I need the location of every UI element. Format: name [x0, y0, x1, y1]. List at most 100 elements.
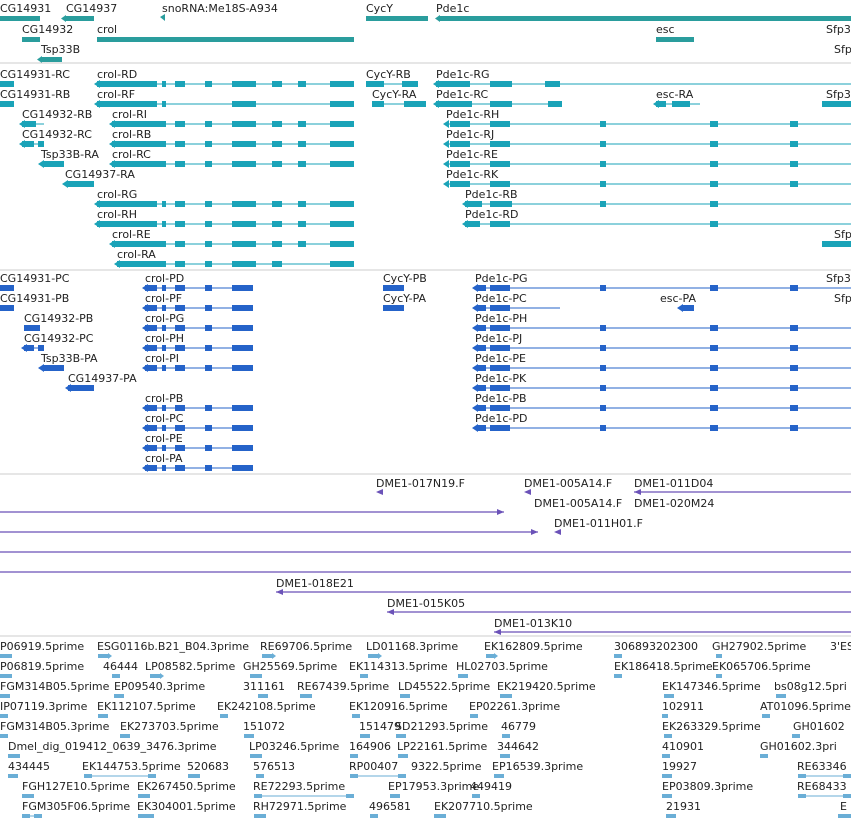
transcript-model[interactable]: [366, 81, 418, 87]
est-feature[interactable]: [370, 814, 378, 818]
snorna-glyph[interactable]: [160, 14, 165, 21]
est-feature[interactable]: [300, 694, 312, 698]
transcript-model[interactable]: [94, 220, 354, 228]
transcript-model[interactable]: [38, 160, 64, 168]
transcript-model[interactable]: [109, 120, 354, 128]
est-feature[interactable]: [220, 714, 228, 718]
transcript-model[interactable]: [472, 284, 851, 292]
est-feature[interactable]: [138, 794, 150, 798]
est-feature[interactable]: [760, 754, 768, 758]
transcript-model[interactable]: [142, 444, 253, 452]
feature-glyph[interactable]: [435, 15, 851, 22]
transcript-model[interactable]: [472, 404, 851, 412]
transcript-model[interactable]: [383, 285, 404, 291]
est-feature[interactable]: [664, 734, 672, 738]
transcript-model[interactable]: [24, 325, 40, 331]
est-feature[interactable]: [798, 794, 851, 798]
feature-glyph[interactable]: [97, 37, 354, 42]
transcript-model[interactable]: [142, 284, 253, 292]
est-feature[interactable]: [22, 814, 42, 818]
est-feature[interactable]: [0, 694, 10, 698]
transcript-model[interactable]: [472, 304, 560, 312]
transcript-model[interactable]: [433, 100, 562, 108]
est-feature[interactable]: [360, 674, 368, 678]
transcript-model[interactable]: [142, 364, 253, 372]
est-feature[interactable]: [352, 714, 360, 718]
est-feature[interactable]: [776, 694, 786, 698]
est-feature[interactable]: [250, 674, 262, 678]
est-feature[interactable]: [716, 674, 722, 678]
transcript-model[interactable]: [142, 344, 253, 352]
transcript-model[interactable]: [653, 100, 700, 108]
clone-feature[interactable]: [276, 589, 851, 595]
feature-glyph[interactable]: [0, 16, 40, 21]
est-feature[interactable]: [368, 653, 382, 659]
est-feature[interactable]: [254, 794, 354, 798]
est-feature[interactable]: [150, 673, 164, 679]
est-feature[interactable]: [666, 814, 676, 818]
transcript-model[interactable]: [472, 324, 851, 332]
transcript-model[interactable]: [109, 240, 354, 248]
clone-feature[interactable]: [387, 609, 851, 615]
est-feature[interactable]: [0, 714, 8, 718]
est-feature[interactable]: [716, 654, 722, 658]
transcript-model[interactable]: [822, 101, 851, 107]
transcript-model[interactable]: [109, 140, 354, 148]
est-feature[interactable]: [662, 754, 670, 758]
transcript-model[interactable]: [472, 364, 851, 372]
est-feature[interactable]: [254, 814, 266, 818]
est-feature[interactable]: [614, 674, 622, 678]
est-feature[interactable]: [486, 653, 498, 659]
est-feature[interactable]: [396, 734, 406, 738]
transcript-model[interactable]: [142, 404, 253, 412]
est-feature[interactable]: [662, 714, 668, 718]
est-feature[interactable]: [494, 774, 504, 778]
est-feature[interactable]: [614, 654, 622, 658]
est-feature[interactable]: [500, 694, 512, 698]
est-feature[interactable]: [500, 754, 510, 758]
transcript-model[interactable]: [443, 180, 851, 188]
transcript-model[interactable]: [462, 220, 851, 228]
transcript-model[interactable]: [65, 384, 94, 392]
est-feature[interactable]: [0, 673, 12, 679]
transcript-model[interactable]: [19, 140, 44, 148]
est-feature[interactable]: [390, 794, 400, 798]
transcript-model[interactable]: [114, 260, 354, 268]
feature-glyph[interactable]: [61, 15, 94, 22]
est-feature[interactable]: [8, 774, 18, 778]
transcript-model[interactable]: [443, 160, 851, 168]
transcript-model[interactable]: [383, 305, 404, 311]
feature-glyph[interactable]: [22, 37, 40, 42]
est-feature[interactable]: [8, 754, 20, 758]
est-feature[interactable]: [458, 674, 468, 678]
transcript-model[interactable]: [94, 100, 354, 108]
feature-glyph[interactable]: [37, 56, 62, 63]
transcript-model[interactable]: [472, 384, 851, 392]
transcript-model[interactable]: [462, 200, 851, 208]
est-feature[interactable]: [792, 734, 800, 738]
est-feature[interactable]: [98, 714, 108, 718]
transcript-model[interactable]: [19, 120, 44, 128]
transcript-model[interactable]: [443, 140, 851, 148]
est-feature[interactable]: [664, 694, 674, 698]
clone-feature[interactable]: [0, 529, 538, 535]
est-feature[interactable]: [400, 694, 410, 698]
est-feature[interactable]: [662, 794, 672, 798]
transcript-model[interactable]: [822, 241, 851, 247]
est-feature[interactable]: [398, 754, 408, 758]
transcript-model[interactable]: [142, 464, 253, 472]
transcript-model[interactable]: [21, 344, 44, 352]
feature-glyph[interactable]: [366, 16, 428, 21]
transcript-model[interactable]: [142, 304, 253, 312]
transcript-model[interactable]: [94, 200, 354, 208]
clone-feature[interactable]: [494, 629, 851, 635]
est-feature[interactable]: [350, 754, 358, 758]
est-feature[interactable]: [350, 774, 406, 778]
est-feature[interactable]: [98, 653, 112, 659]
est-feature[interactable]: [138, 814, 154, 818]
est-feature[interactable]: [188, 774, 200, 778]
est-feature[interactable]: [258, 694, 268, 698]
est-feature[interactable]: [472, 794, 480, 798]
est-feature[interactable]: [762, 714, 770, 718]
